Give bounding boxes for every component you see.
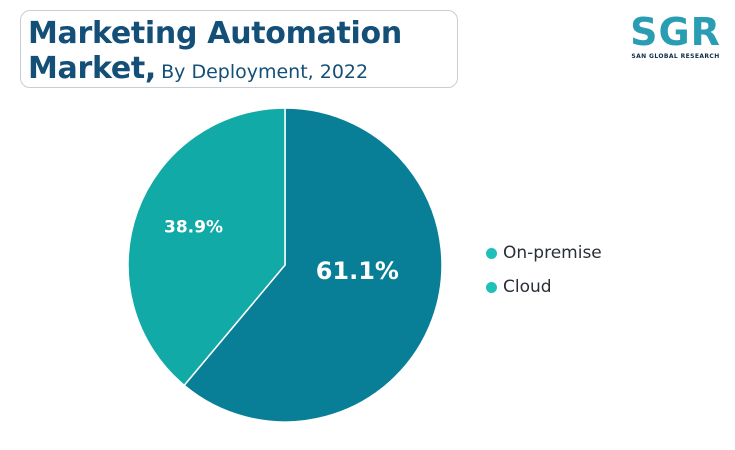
pie-slice-on-premise (183, 107, 443, 423)
logo-text: SGR (630, 10, 721, 54)
logo-subtext: SAN GLOBAL RESEARCH (631, 53, 720, 60)
data-label-on-premise: 61.1% (316, 257, 399, 285)
chart-title-box: Marketing Automation Market, By Deployme… (20, 10, 458, 88)
chart-subtitle: By Deployment, 2022 (161, 61, 369, 83)
legend-dot-icon (486, 281, 497, 293)
chart-legend: On-premise Cloud (486, 236, 602, 304)
legend-item-on-premise: On-premise (486, 236, 602, 270)
legend-label: Cloud (503, 277, 552, 297)
legend-dot-icon (486, 247, 497, 259)
sgr-logo: SGR SAN GLOBAL RESEARCH (628, 12, 723, 64)
chart-title-line2: Market, By Deployment, 2022 (28, 52, 457, 90)
data-label-cloud: 38.9% (164, 218, 223, 238)
chart-title: Marketing Automation (28, 16, 402, 51)
legend-item-cloud: Cloud (486, 270, 602, 304)
chart-title-market: Market, (28, 51, 157, 86)
legend-label: On-premise (503, 243, 602, 263)
pie-slice-cloud (127, 107, 286, 387)
